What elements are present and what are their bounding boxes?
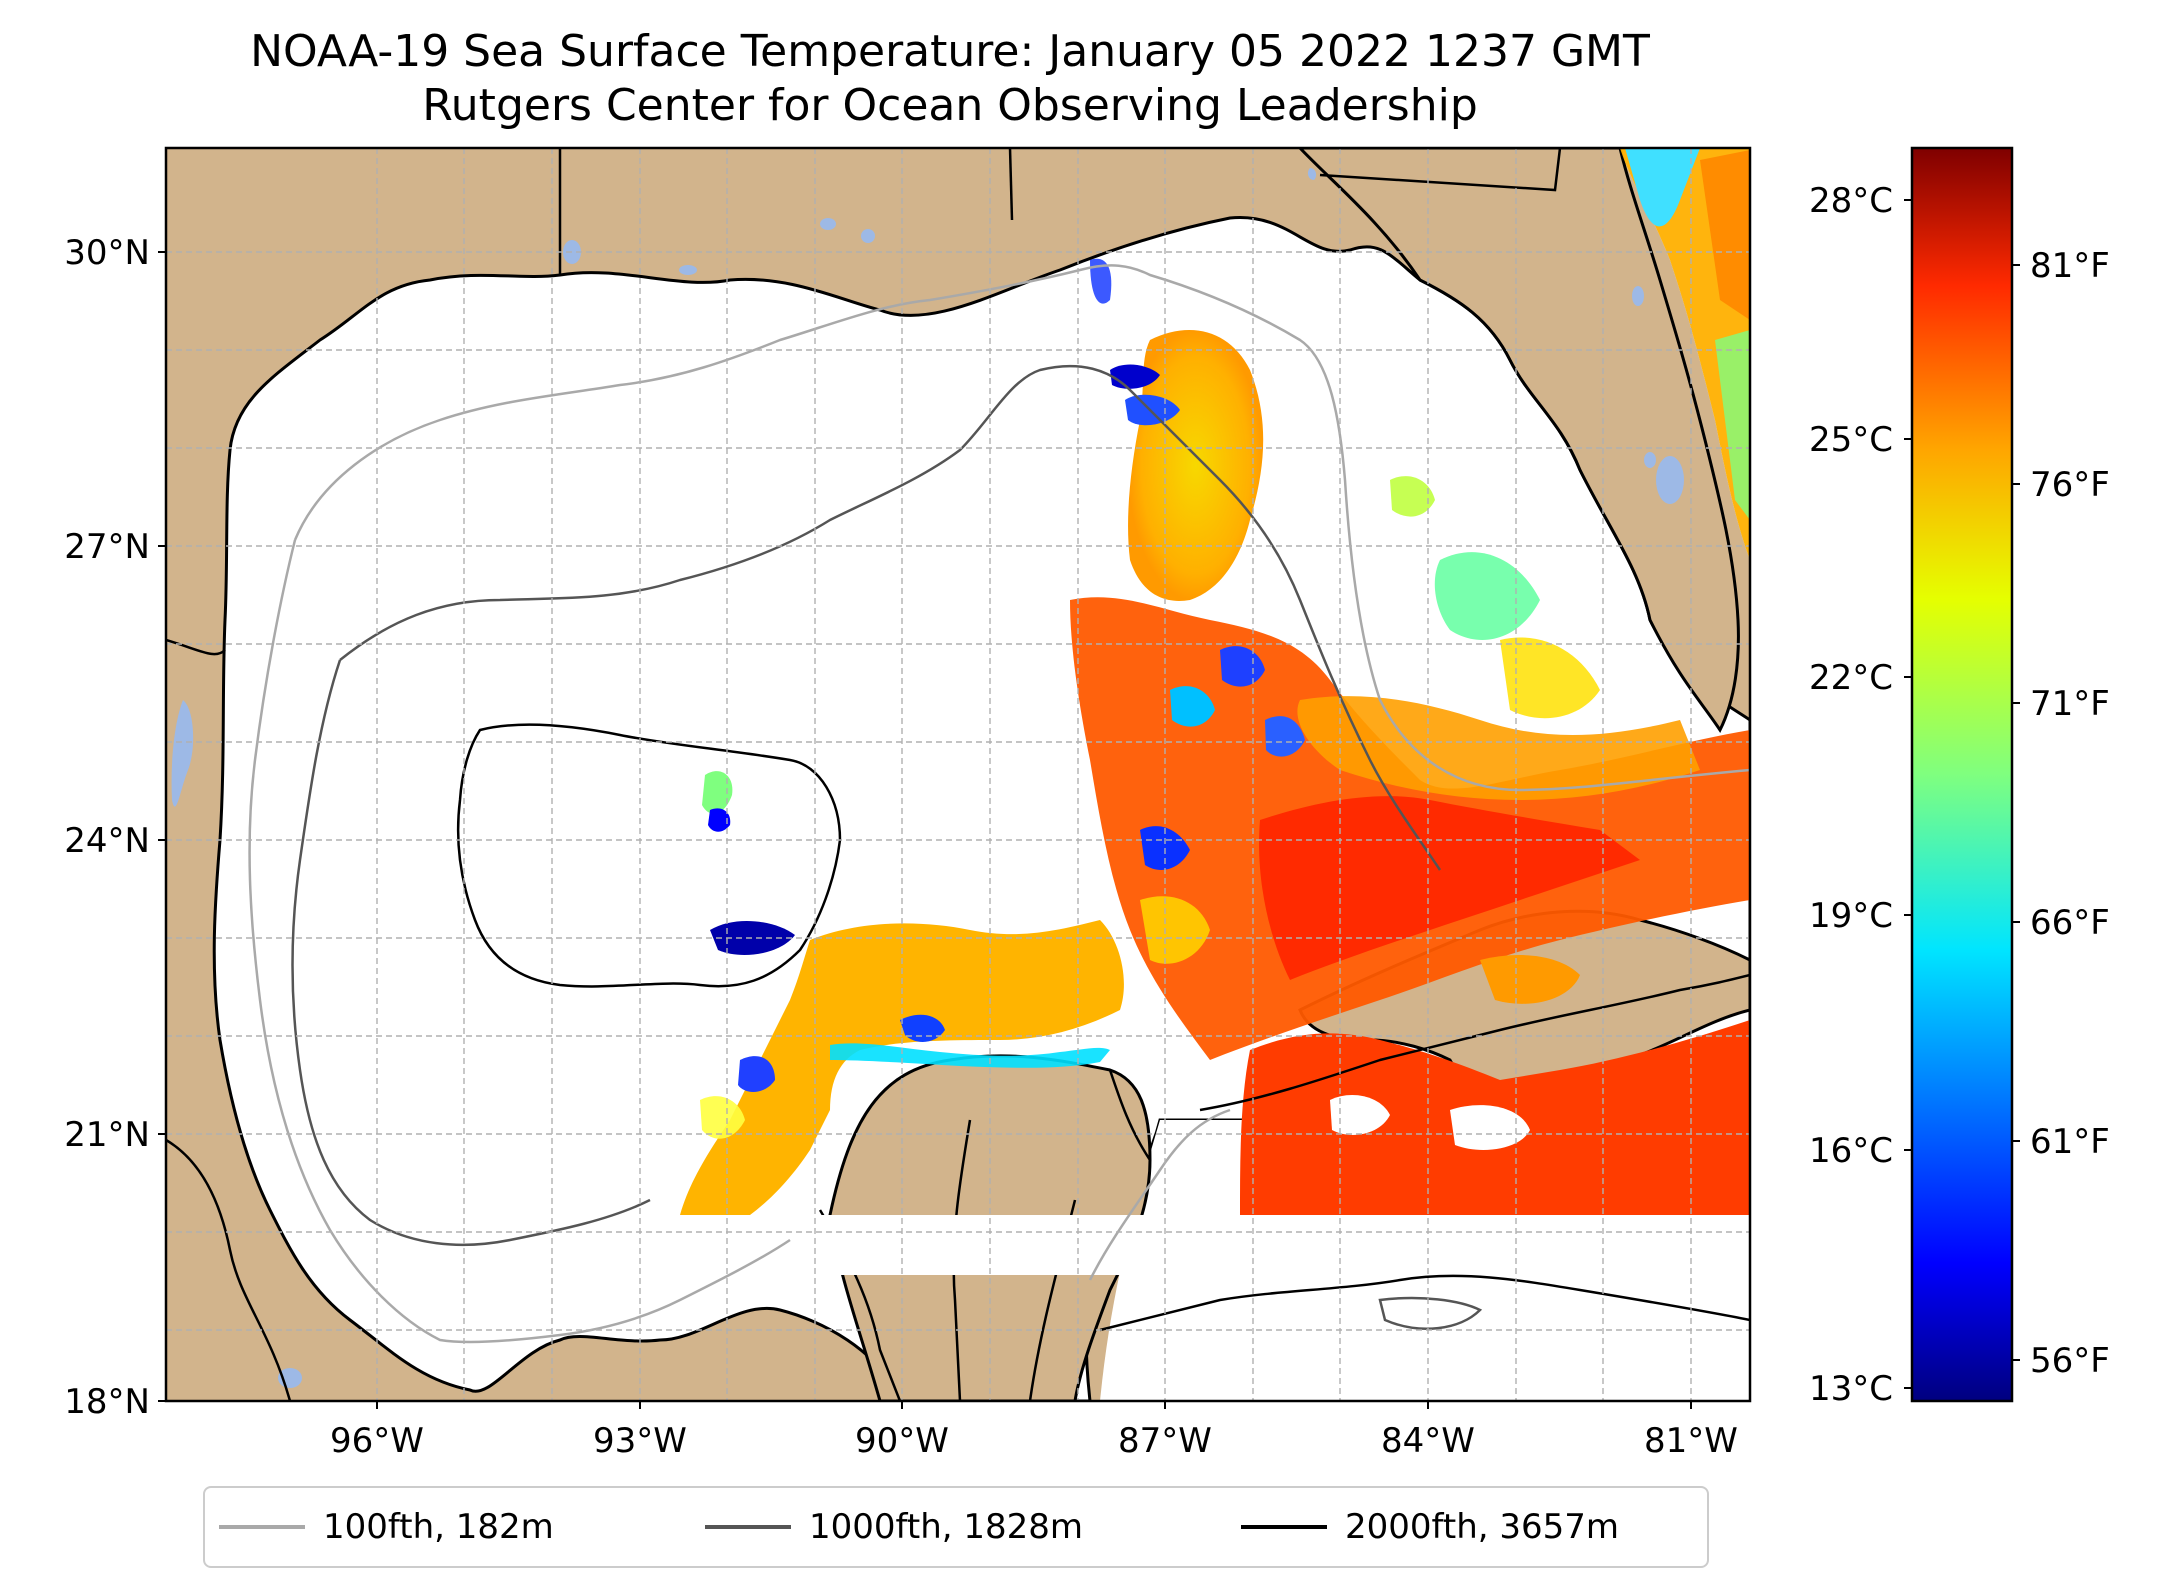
colorbar: 28°C 25°C 22°C 19°C 16°C 13°C 81°F 76°F … (1809, 146, 2110, 1409)
colorbar-fahrenheit-label: 76°F (2030, 465, 2110, 505)
lat-label-30n: 30°N (64, 233, 150, 273)
colorbar-fahrenheit-label: 61°F (2030, 1122, 2110, 1162)
colorbar-fahrenheit-label: 71°F (2030, 684, 2110, 724)
colorbar-fahrenheit-label: 56°F (2030, 1341, 2110, 1381)
lat-label-18n: 18°N (64, 1382, 150, 1422)
legend-label: 100fth, 182m (323, 1507, 554, 1547)
lat-label-27n: 27°N (64, 527, 150, 567)
lon-label-84w: 84°W (1381, 1421, 1475, 1461)
map-area (166, 148, 1750, 1401)
map-title: NOAA-19 Sea Surface Temperature: January… (250, 26, 1650, 77)
colorbar-celsius-label: 28°C (1809, 181, 1893, 221)
sst-data-overlay (680, 148, 1750, 1215)
lon-label-96w: 96°W (330, 1421, 424, 1461)
contour-100fth (248, 264, 1750, 1344)
lon-label-81w: 81°W (1644, 1421, 1738, 1461)
colorbar-celsius-label: 13°C (1809, 1369, 1893, 1409)
lon-label-93w: 93°W (593, 1421, 687, 1461)
contour-1000fth (291, 364, 1442, 1247)
no-data-band (690, 1215, 1750, 1275)
lon-label-87w: 87°W (1118, 1421, 1212, 1461)
legend-line-100fth (219, 1525, 305, 1529)
legend-item-100fth: 100fth, 182m (219, 1488, 554, 1566)
contour-legend: 100fth, 182m 1000fth, 1828m 2000fth, 365… (203, 1486, 1709, 1568)
axis-ticks (158, 251, 1692, 1409)
legend-label: 2000fth, 3657m (1345, 1507, 1620, 1547)
legend-label: 1000fth, 1828m (809, 1507, 1084, 1547)
legend-item-1000fth: 1000fth, 1828m (705, 1488, 1083, 1566)
bathymetry-contours (248, 264, 1750, 1344)
inland-water-bodies (171, 168, 1684, 1388)
legend-item-2000fth: 2000fth, 3657m (1241, 1488, 1619, 1566)
legend-line-1000fth (705, 1525, 791, 1529)
florida-land (1297, 148, 1740, 733)
colorbar-celsius-label: 25°C (1809, 420, 1893, 460)
lat-label-24n: 24°N (64, 821, 150, 861)
map-subtitle: Rutgers Center for Ocean Observing Leade… (422, 80, 1478, 131)
legend-line-2000fth (1241, 1525, 1327, 1529)
colorbar-fahrenheit-label: 81°F (2030, 246, 2110, 286)
colorbar-fahrenheit-label: 66°F (2030, 903, 2110, 943)
map-gridlines (166, 148, 1750, 1401)
lon-label-90w: 90°W (855, 1421, 949, 1461)
lat-label-21n: 21°N (64, 1115, 150, 1155)
colorbar-gradient (1910, 146, 2014, 1403)
map-frame (164, 146, 1752, 1403)
colorbar-celsius-label: 22°C (1809, 658, 1893, 698)
colorbar-celsius-label: 19°C (1809, 896, 1893, 936)
colorbar-celsius-label: 16°C (1809, 1131, 1893, 1171)
